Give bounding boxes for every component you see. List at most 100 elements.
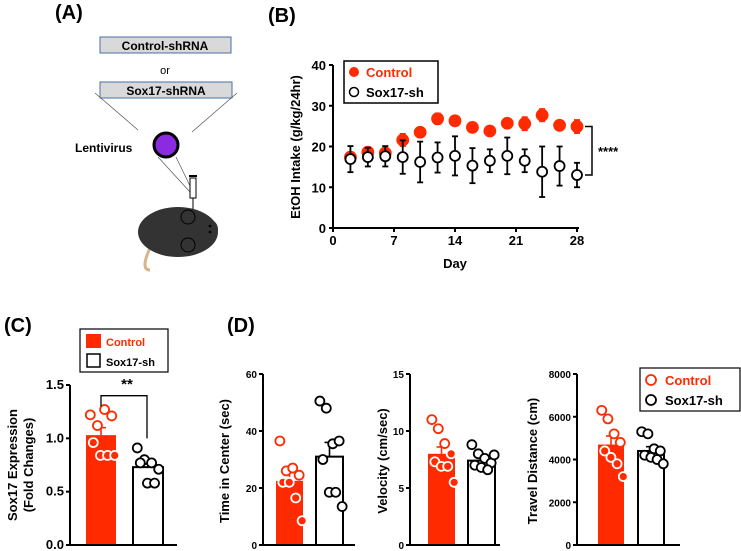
y-tick-label: 0 xyxy=(565,541,571,551)
data-point xyxy=(84,409,96,421)
sox-data-point xyxy=(466,159,479,172)
y-tick-label: 20 xyxy=(312,140,326,155)
data-point xyxy=(274,435,286,447)
y-tick-label: 20 xyxy=(246,484,258,495)
data-point xyxy=(466,439,478,451)
data-point xyxy=(642,428,654,440)
legend-control-label: Control xyxy=(106,337,145,349)
sox-data-point xyxy=(518,154,531,167)
chart-b: 0 10 20 30 40 0 7 14 21 28 xyxy=(312,58,593,248)
chart-d1: 0 20 40 60 xyxy=(246,370,355,551)
data-point xyxy=(92,420,103,431)
x-tick-label: 14 xyxy=(448,233,463,248)
control-shrna-label: Control-shRNA xyxy=(122,39,209,53)
b-y-axis-label: EtOH Intake (g/kg/24hr) xyxy=(288,75,303,219)
data-point xyxy=(599,445,611,457)
data-point xyxy=(336,501,348,512)
legend-sox-label: Sox17-sh xyxy=(106,357,155,369)
data-point xyxy=(596,404,608,416)
y-tick-label: 0 xyxy=(398,541,404,551)
control-data-point xyxy=(413,125,427,139)
data-point xyxy=(109,449,121,461)
control-data-point xyxy=(553,118,566,132)
panel-label-b: (B) xyxy=(268,5,296,27)
control-shrna-box xyxy=(99,36,232,54)
data-point xyxy=(617,471,629,483)
x-tick-label: 21 xyxy=(509,233,523,248)
y-tick-label: 2000 xyxy=(549,498,572,509)
data-point xyxy=(330,486,342,498)
legend-sox-label: Sox17-sh xyxy=(665,393,723,408)
data-point xyxy=(134,457,146,469)
y-tick-label: 0 xyxy=(319,221,326,236)
d2-y-axis-label: Velocity (cm/sec) xyxy=(375,408,390,514)
data-point xyxy=(99,404,110,415)
data-point xyxy=(608,428,620,440)
data-point xyxy=(445,448,457,460)
data-point xyxy=(296,515,308,527)
y-tick-label: 15 xyxy=(393,370,405,381)
c-y-axis-label-2: (Fold Changes) xyxy=(21,418,36,513)
data-point xyxy=(432,423,444,435)
panel-label-c: (C) xyxy=(4,315,32,337)
sox-bar xyxy=(315,455,344,546)
y-tick-label: 0.5 xyxy=(46,484,64,499)
sox-data-point xyxy=(501,149,514,162)
legend-sox-marker xyxy=(348,86,360,98)
data-point xyxy=(106,410,118,422)
legend-control-label: Control xyxy=(665,373,711,388)
significance-bracket xyxy=(100,395,148,439)
sox17-shrna-label: Sox17-shRNA xyxy=(126,84,206,98)
y-tick-label: 10 xyxy=(393,427,405,438)
control-data-point xyxy=(448,114,462,128)
legend-sox-swatch xyxy=(86,353,101,368)
y-tick-label: 8000 xyxy=(549,370,572,381)
data-point xyxy=(654,445,666,457)
data-point xyxy=(149,477,160,489)
data-point xyxy=(602,413,614,425)
c-y-axis-label: Sox17 Expression xyxy=(5,409,20,521)
data-point xyxy=(611,458,623,470)
sox-data-point xyxy=(553,160,566,172)
y-tick-label: 40 xyxy=(312,58,326,73)
legend-control-label: Control xyxy=(366,65,412,80)
y-tick-label: 0 xyxy=(251,541,257,551)
legend-control-marker xyxy=(349,67,359,77)
y-tick-label: 1.5 xyxy=(46,377,64,392)
schematic: Control-shRNA or Sox17-shRNA Lentivirus xyxy=(75,36,238,272)
y-tick-label: 0.0 xyxy=(46,537,64,551)
panel-label-d: (D) xyxy=(227,315,255,337)
data-point xyxy=(153,463,165,475)
data-point xyxy=(614,436,626,448)
data-point xyxy=(426,414,438,426)
data-point xyxy=(146,457,157,469)
virus-icon xyxy=(152,131,180,159)
y-tick-label: 5 xyxy=(398,484,404,495)
or-label: or xyxy=(160,65,170,77)
y-tick-label: 10 xyxy=(312,180,326,195)
data-point xyxy=(482,464,494,476)
d-legend: Control Sox17-sh xyxy=(639,367,741,412)
chart-c: 0.0 0.5 1.0 1.5 xyxy=(46,377,177,551)
significance-bracket xyxy=(585,125,593,176)
c-significance: ** xyxy=(121,376,133,393)
legend-control-swatch xyxy=(86,334,101,348)
y-tick-label: 4000 xyxy=(549,456,572,467)
data-point xyxy=(287,462,299,474)
sox-data-point xyxy=(483,154,496,167)
legend-sox-marker xyxy=(645,394,657,406)
data-point xyxy=(439,438,451,449)
d1-y-axis-label: Time in Center (sec) xyxy=(217,399,232,523)
control-data-point xyxy=(483,124,497,138)
b-significance: **** xyxy=(598,144,619,159)
data-point xyxy=(442,460,454,472)
mouse-icon xyxy=(138,207,218,272)
sox-data-point xyxy=(396,151,409,163)
b-legend: Control Sox17-sh xyxy=(343,60,439,104)
control-data-point xyxy=(570,120,584,133)
d3-y-axis-label: Travel Distance (cm) xyxy=(525,398,540,524)
data-point xyxy=(283,476,295,488)
data-point xyxy=(657,458,669,470)
